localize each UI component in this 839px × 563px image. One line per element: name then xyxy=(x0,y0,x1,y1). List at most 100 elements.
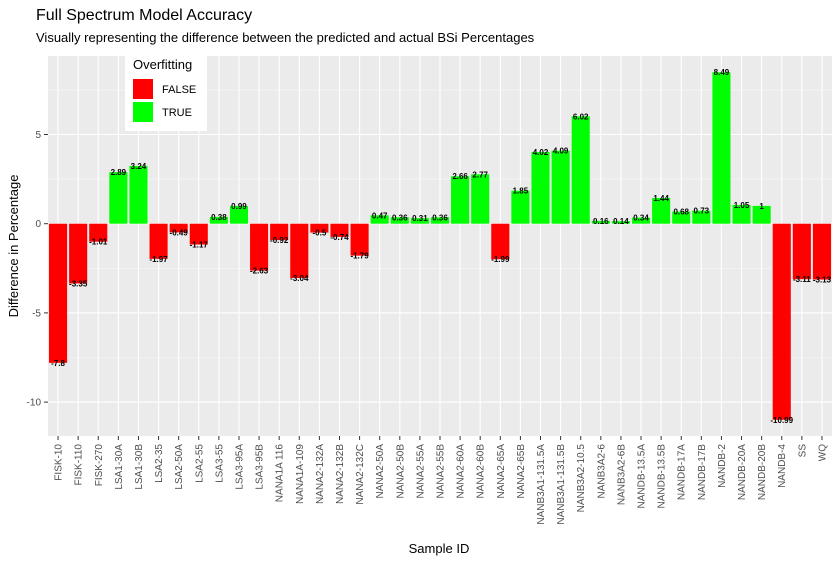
bar-nana2-132a xyxy=(310,223,329,233)
bar-nanb3a2-10-5 xyxy=(571,116,590,224)
bar-lsa3-55 xyxy=(209,216,228,224)
bar-value-label: -1.01 xyxy=(89,238,108,247)
x-tick-label: SS xyxy=(797,444,808,458)
y-tick-label: -5 xyxy=(32,308,41,319)
bar-value-label: -1.99 xyxy=(491,255,510,264)
bar-nandb-20b xyxy=(752,205,771,224)
bar-nana2-65b xyxy=(511,190,530,224)
x-axis: FISK-10 FISK-110 FISK-270 LSA1-30A LSA1-30B L… xyxy=(54,436,828,525)
bar-value-label: -2.63 xyxy=(250,267,269,276)
x-tick-label: NANB3A1-131.5A xyxy=(536,444,547,525)
bar-nandb-13-5b xyxy=(652,198,671,224)
bar-lsa1-30a xyxy=(109,172,128,224)
bar-value-label: -3.11 xyxy=(793,275,811,284)
x-tick-label: LSA2-35 xyxy=(154,444,165,483)
bar-nana2-55b xyxy=(430,217,450,224)
x-tick-label: NANB3A1-131.5B xyxy=(556,444,567,525)
bar-value-label: -3.04 xyxy=(290,274,309,283)
legend-swatch-false xyxy=(133,79,153,99)
x-tick-label: LSA3-55 xyxy=(214,444,225,483)
bar-lsa3-95b xyxy=(250,223,269,271)
bar-value-label: 0.68 xyxy=(673,208,689,217)
bar-fisk-10 xyxy=(49,223,68,363)
bar-lsa1-30b xyxy=(129,165,148,224)
x-tick-label: NANA2-132C xyxy=(355,444,366,505)
bar-value-label: 2.66 xyxy=(452,172,468,181)
x-tick-label: LSA3-95A xyxy=(234,444,245,490)
bar-lsa2-55 xyxy=(189,223,208,245)
bar-nana2-60b xyxy=(471,174,490,224)
bar-nandb-20a xyxy=(732,204,751,224)
bar-value-label: 1.05 xyxy=(734,201,750,210)
x-tick-label: NANA2-60B xyxy=(476,444,487,499)
x-tick-label: NANA2-60A xyxy=(456,444,467,499)
bar-value-label: 0.36 xyxy=(392,213,408,222)
bar-value-label: 6.02 xyxy=(573,112,589,121)
bar-value-label: -1.79 xyxy=(350,252,369,261)
bar-nandb-4 xyxy=(772,223,791,420)
bar-nana1a-109 xyxy=(290,223,309,278)
legend-label-true: TRUE xyxy=(162,107,192,119)
x-tick-label: NANA2-132A xyxy=(315,444,326,504)
x-tick-label: NANA2-50B xyxy=(395,444,406,499)
bar-nana2-65a xyxy=(491,223,510,260)
legend-title: Overfitting xyxy=(133,57,192,72)
bar-value-label: 1 xyxy=(759,202,764,211)
bar-value-label: 0.31 xyxy=(412,214,428,223)
x-tick-label: NANDB-20A xyxy=(737,444,748,500)
bar-fisk-110 xyxy=(69,223,88,284)
x-tick-label: NANDB-2 xyxy=(717,444,728,488)
bar-value-label: 0.38 xyxy=(211,213,227,222)
y-tick-label: 0 xyxy=(35,219,41,230)
bar-value-label: -3.13 xyxy=(813,276,832,285)
x-tick-label: WQ xyxy=(817,444,828,461)
bar-nandb-17b xyxy=(692,210,711,224)
bar-value-label: 2.77 xyxy=(472,170,488,179)
bar-nandb-13-5a xyxy=(631,217,651,224)
bar-nanb3a2-6 xyxy=(591,220,610,224)
x-tick-label: NANA2-55B xyxy=(436,444,447,499)
bar-nanb3a2-6b xyxy=(611,221,630,224)
x-axis-title: Sample ID xyxy=(409,541,470,556)
x-tick-label: LSA1-30A xyxy=(114,444,125,490)
bar-value-label: 0.14 xyxy=(613,217,629,226)
bar-value-label: 8.49 xyxy=(714,68,730,77)
bar-value-label: 0.47 xyxy=(372,211,388,220)
x-tick-label: FISK-10 xyxy=(54,444,65,481)
y-tick-label: -10 xyxy=(27,398,42,409)
x-tick-label: NANB3A2-10.5 xyxy=(576,444,587,513)
bar-value-label: -0.5 xyxy=(312,229,326,238)
bar-nanb3a1-131-5a xyxy=(531,151,550,224)
legend-swatch-true xyxy=(133,102,153,122)
bars xyxy=(49,72,831,420)
bar-fisk-270 xyxy=(89,223,108,242)
x-tick-label: NANA1A 116 xyxy=(275,444,286,503)
bar-value-label: 0.99 xyxy=(231,202,247,211)
bar-value-label: 3.24 xyxy=(131,162,147,171)
bar-nana2-132b xyxy=(330,223,349,237)
bar-value-label: 1.85 xyxy=(513,187,529,196)
bar-lsa3-95a xyxy=(229,206,249,224)
x-tick-label: FISK-270 xyxy=(94,444,105,487)
bar-nanb3a1-131-5b xyxy=(551,150,570,224)
x-tick-label: NANA2-65A xyxy=(496,444,507,499)
bar-nana2-50b xyxy=(390,217,409,224)
x-tick-label: NANB3A2-6 xyxy=(596,444,607,499)
chart-title: Full Spectrum Model Accuracy xyxy=(36,7,252,24)
x-tick-label: LSA3-95B xyxy=(255,444,266,490)
x-tick-label: NANA2-65B xyxy=(516,444,527,499)
bar-value-label: -3.35 xyxy=(69,279,88,288)
x-tick-label: NANDB-4 xyxy=(777,444,788,488)
x-tick-label: LSA2-55 xyxy=(194,444,205,483)
bar-nandb-2 xyxy=(712,72,731,224)
bar-value-label: 4.02 xyxy=(533,148,549,157)
bar-value-label: 0.36 xyxy=(432,213,448,222)
x-tick-label: NANDB-13.5B xyxy=(657,444,668,509)
x-tick-label: NANA1A-109 xyxy=(295,444,306,504)
bar-value-label: -1.17 xyxy=(190,241,209,250)
chart-subtitle: Visually representing the difference bet… xyxy=(36,30,535,45)
bar-value-label: 0.73 xyxy=(694,207,710,216)
bar-value-label: 0.34 xyxy=(633,214,649,223)
bar-value-label: -0.92 xyxy=(270,236,289,245)
